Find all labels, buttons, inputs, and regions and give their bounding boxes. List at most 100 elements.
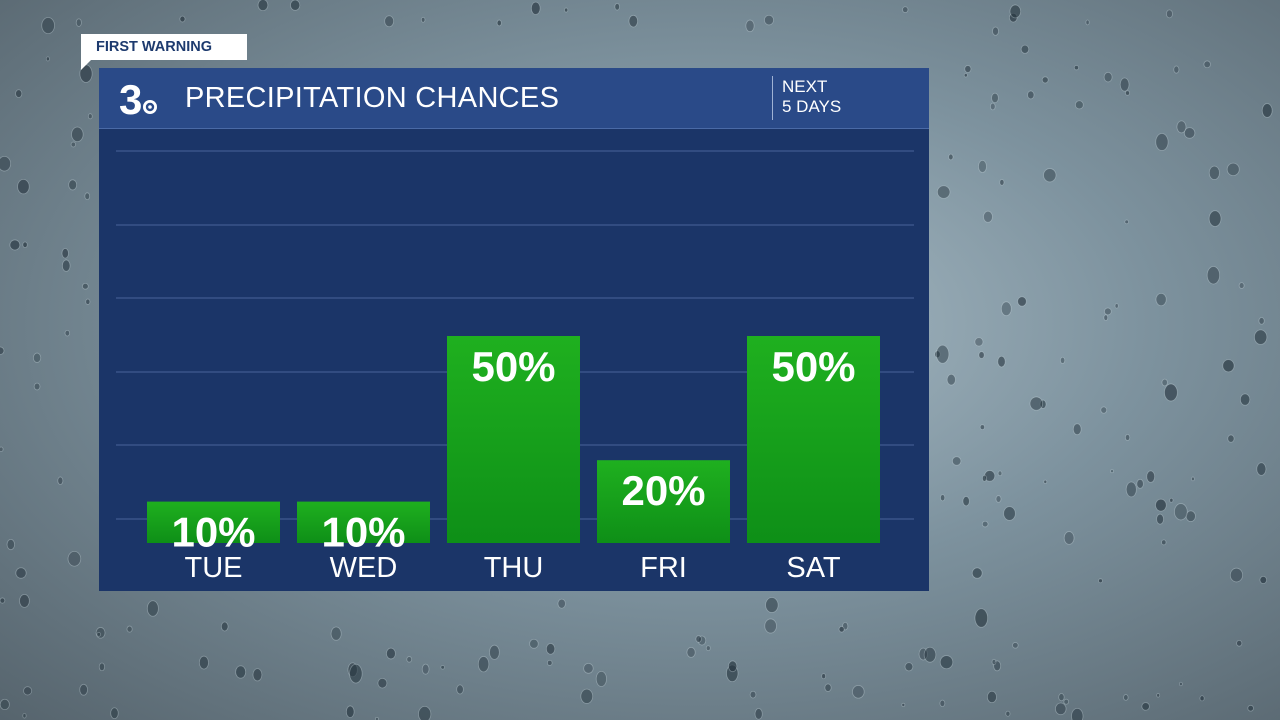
raindrop: [477, 656, 490, 673]
raindrop: [1238, 282, 1245, 289]
raindrop: [1173, 65, 1180, 74]
raindrop: [496, 19, 502, 27]
raindrop: [821, 673, 826, 680]
raindrop: [1104, 307, 1112, 316]
category-label-wed: WED: [330, 552, 398, 584]
raindrop: [1256, 462, 1267, 476]
raindrop: [705, 645, 711, 651]
raindrop: [902, 6, 909, 13]
raindrop: [936, 185, 951, 199]
raindrop: [1259, 575, 1268, 584]
raindrop: [374, 716, 379, 720]
raindrop: [901, 702, 906, 707]
raindrop: [1136, 478, 1144, 489]
raindrop: [992, 26, 999, 36]
value-label-fri: 20%: [621, 467, 705, 514]
raindrop: [1043, 479, 1048, 484]
raindrop: [110, 707, 119, 720]
raindrop: [1155, 498, 1167, 512]
raindrop: [997, 355, 1006, 368]
raindrop: [386, 647, 396, 660]
raindrop: [978, 160, 987, 173]
raindrop: [1110, 469, 1114, 474]
category-label-thu: THU: [484, 552, 544, 584]
raindrop: [923, 646, 937, 663]
raindrop: [580, 688, 594, 704]
raindrop: [754, 708, 763, 720]
value-label-wed: 10%: [321, 509, 405, 556]
value-label-thu: 50%: [471, 343, 555, 390]
raindrop: [1000, 301, 1012, 317]
raindrop: [764, 618, 777, 634]
raindrop: [963, 73, 968, 78]
raindrop: [1003, 506, 1016, 521]
raindrop: [61, 248, 69, 259]
raindrop: [1103, 71, 1113, 83]
raindrop: [1208, 165, 1220, 180]
bar-sat: [747, 336, 880, 543]
raindrop: [764, 14, 774, 26]
raindrop: [1085, 19, 1090, 26]
raindrop: [974, 608, 989, 628]
raindrop: [614, 3, 620, 11]
raindrop: [1012, 642, 1019, 649]
raindrop: [1124, 219, 1129, 225]
category-label-fri: FRI: [640, 552, 687, 584]
raindrop: [330, 626, 342, 641]
raindrop: [1156, 693, 1161, 698]
raindrop: [1261, 103, 1273, 118]
raindrop: [22, 241, 28, 248]
raindrop: [982, 474, 987, 482]
raindrop: [377, 677, 388, 689]
raindrop: [1146, 470, 1156, 483]
raindrop: [1169, 497, 1174, 503]
raindrop: [75, 18, 82, 27]
raindrop: [852, 685, 865, 699]
raindrop: [1100, 406, 1108, 414]
raindrop: [978, 351, 985, 359]
raindrop: [57, 476, 64, 485]
bar-wed: [297, 501, 430, 543]
raindrop: [384, 15, 395, 28]
raindrop: [19, 594, 30, 608]
raindrop: [0, 346, 5, 355]
raindrop: [198, 655, 209, 670]
raindrop: [71, 126, 84, 143]
first-warning-badge: FIRST WARNING: [81, 34, 247, 60]
station-logo-icon: 3: [119, 78, 157, 118]
raindrop: [1239, 393, 1251, 406]
raindrop: [935, 344, 950, 364]
raindrop: [1125, 481, 1137, 498]
raindrop: [1176, 120, 1187, 134]
raindrop: [95, 627, 106, 639]
raindrop: [939, 655, 954, 670]
header-divider: [772, 76, 773, 120]
raindrop: [235, 665, 247, 679]
logo-numeral: 3: [119, 78, 142, 118]
raindrop: [749, 690, 757, 699]
raindrop: [1125, 90, 1130, 96]
raindrop: [1258, 317, 1265, 325]
raindrop: [1073, 65, 1080, 71]
bar-tue: [147, 501, 280, 543]
raindrop: [1191, 476, 1195, 482]
raindrop: [1156, 513, 1164, 525]
raindrop: [995, 495, 1002, 503]
raindrop: [1063, 698, 1070, 705]
raindrop: [1103, 314, 1109, 321]
raindrop: [349, 663, 363, 684]
raindrop: [824, 683, 832, 692]
chart-header: 3 PRECIPITATION CHANCES NEXT 5 DAYS: [99, 68, 929, 129]
raindrop: [1174, 503, 1188, 521]
raindrop: [79, 683, 88, 696]
raindrop: [530, 1, 541, 15]
raindrop: [15, 89, 23, 98]
raindrop: [1161, 539, 1167, 546]
raindrop: [1043, 168, 1057, 183]
raindrop: [22, 713, 27, 719]
raindrop: [0, 698, 10, 711]
raindrop: [1027, 90, 1035, 100]
bar-fri: [597, 460, 730, 543]
raindrop: [1199, 695, 1205, 702]
raindrop: [1155, 133, 1169, 151]
